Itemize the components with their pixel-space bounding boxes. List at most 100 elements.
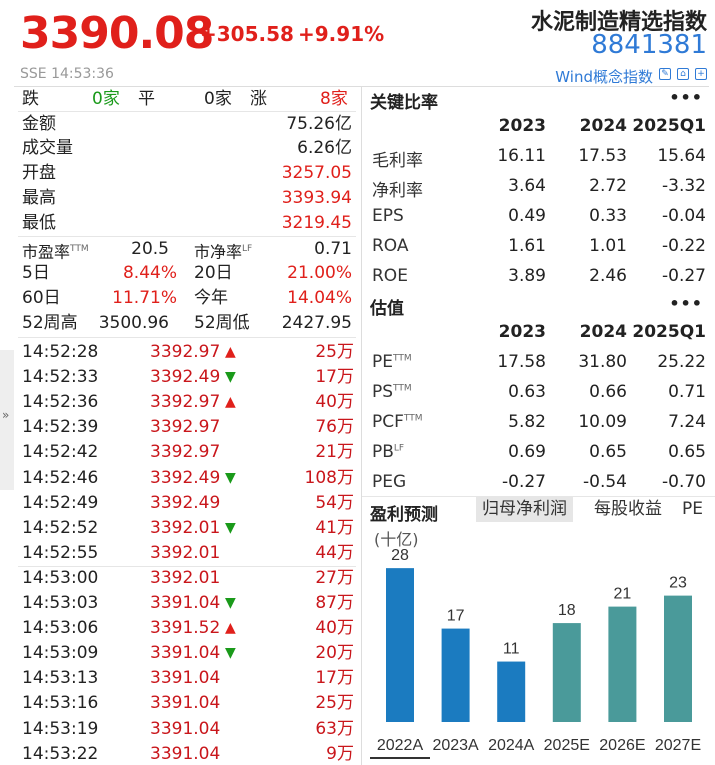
- w52-low-label: 52周低: [194, 313, 250, 333]
- divider: [18, 566, 356, 567]
- metric-label: 毛利率: [372, 151, 423, 171]
- bar-value-label: 11: [503, 641, 520, 658]
- column-header: 2024: [579, 322, 627, 342]
- d60-ytd-row: 60日 11.71% 今年 14.04%: [22, 286, 352, 311]
- valuation-more-icon[interactable]: •••: [669, 294, 703, 313]
- up-count: 8家: [320, 89, 348, 109]
- bar-2026E[interactable]: [608, 606, 637, 722]
- open-label: 开盘: [22, 163, 56, 183]
- d60-value: 11.71%: [112, 288, 177, 308]
- metric-value: 0.33: [589, 206, 627, 226]
- metric-value: -0.27: [662, 266, 706, 286]
- tick-row: 14:53:00 3392.01 27万: [22, 566, 354, 591]
- metric-value: 17.53: [578, 146, 627, 166]
- tick-row: 14:52:36 3392.97 ▲ 40万: [22, 390, 354, 415]
- x-tick-label: 2022A: [377, 737, 424, 754]
- metric-label: ROE: [372, 266, 408, 286]
- amount-label: 金额: [22, 114, 56, 134]
- next-section-edge: [370, 757, 430, 765]
- bar-2022A[interactable]: [386, 568, 414, 722]
- column-header: 2023: [498, 116, 546, 136]
- tick-time: 14:52:49: [22, 493, 99, 513]
- tick-price: 3392.49: [150, 493, 221, 513]
- exchange-time: SSE 14:53:36: [20, 66, 114, 82]
- price-change-percent: +9.91%: [298, 22, 385, 46]
- tick-volume: 63万: [315, 719, 354, 739]
- tick-volume: 20万: [315, 643, 354, 663]
- metric-value: -3.32: [662, 176, 706, 196]
- tick-volume: 44万: [315, 543, 354, 563]
- metric-value: 0.66: [589, 382, 627, 402]
- add-icon[interactable]: +: [695, 68, 707, 80]
- pe-value: 20.5: [131, 239, 169, 259]
- bar-value-label: 18: [558, 602, 576, 619]
- concept-index-link[interactable]: Wind概念指数: [555, 68, 653, 86]
- metric-value: -0.22: [662, 236, 706, 256]
- tick-price: 3391.04: [150, 593, 221, 613]
- tick-volume: 27万: [315, 568, 354, 588]
- divider: [18, 111, 356, 112]
- bar-2027E[interactable]: [664, 595, 692, 722]
- tick-price: 3392.01: [150, 518, 221, 538]
- tick-price: 3392.49: [150, 367, 221, 387]
- metric-value: -0.54: [583, 472, 627, 492]
- tick-row: 14:53:13 3391.04 17万: [22, 666, 354, 691]
- tick-row: 14:53:16 3391.04 25万: [22, 691, 354, 716]
- amount-row: 金额 75.26亿: [22, 112, 352, 137]
- low-row: 最低 3219.45: [22, 211, 352, 236]
- pe-pb-row: 市盈率TTM 20.5 市净率LF 0.71: [22, 237, 352, 262]
- tick-row: 14:52:52 3392.01 ▼ 41万: [22, 516, 354, 541]
- metric-value: 0.65: [589, 442, 627, 462]
- bar-2023A[interactable]: [441, 628, 470, 722]
- tick-volume: 76万: [315, 417, 354, 437]
- tab-pe[interactable]: PE: [682, 499, 703, 519]
- tab-net-profit[interactable]: 归母净利润: [476, 496, 573, 522]
- forecast-bar-chart: 28 2022A 17 2023A 11 2024A 18 2025E 21 2026E 23 202…: [377, 547, 701, 754]
- low-label: 最低: [22, 213, 56, 233]
- bar-2024A[interactable]: [497, 661, 526, 722]
- up-arrow-icon: ▲: [225, 344, 236, 360]
- divider: [18, 236, 356, 237]
- bell-icon[interactable]: ⌂: [677, 68, 689, 80]
- tab-eps[interactable]: 每股收益: [594, 499, 662, 519]
- tick-row: 14:52:55 3392.01 44万: [22, 541, 354, 566]
- ytd-value: 14.04%: [287, 288, 352, 308]
- bar-value-label: 28: [391, 547, 409, 564]
- expand-sidebar-handle[interactable]: »: [0, 350, 14, 490]
- metric-value: 3.64: [508, 176, 546, 196]
- bar-2025E[interactable]: [552, 623, 581, 722]
- down-count: 0家: [92, 89, 120, 109]
- metric-label: PSTTM: [372, 382, 412, 402]
- metric-value: 0.49: [508, 206, 546, 226]
- metric-value: 17.58: [497, 352, 546, 372]
- metric-value: 7.24: [668, 412, 706, 432]
- ratios-more-icon[interactable]: •••: [669, 88, 703, 107]
- w52-high-value: 3500.96: [98, 313, 169, 333]
- bar-value-label: 23: [669, 575, 687, 592]
- down-arrow-icon: ▼: [225, 470, 236, 486]
- metric-label: PCFTTM: [372, 412, 423, 432]
- x-tick-label: 2026E: [599, 737, 645, 754]
- metric-label: 净利率: [372, 181, 423, 201]
- index-code[interactable]: 8841381: [591, 30, 707, 60]
- index-name: 水泥制造精选指数: [530, 10, 707, 35]
- d5-value: 8.44%: [122, 263, 177, 283]
- tick-price: 3392.97: [150, 417, 221, 437]
- ytd-label: 今年: [194, 288, 228, 308]
- tick-time: 14:52:39: [22, 417, 99, 437]
- tick-row: 14:52:49 3392.49 54万: [22, 491, 354, 516]
- column-header: 2025Q1: [632, 116, 706, 136]
- tick-price: 3391.04: [150, 719, 221, 739]
- tick-time: 14:53:13: [22, 668, 99, 688]
- tick-time: 14:53:16: [22, 693, 99, 713]
- d5-label: 5日: [22, 263, 50, 283]
- valuation-title: 估值: [370, 299, 404, 319]
- tick-price: 3391.52: [150, 618, 221, 638]
- tick-row: 14:52:28 3392.97 ▲ 25万: [22, 340, 354, 365]
- tick-price: 3392.01: [150, 543, 221, 563]
- edit-icon[interactable]: ✎: [659, 68, 671, 80]
- tick-volume: 21万: [315, 442, 354, 462]
- metric-value: -0.27: [502, 472, 546, 492]
- price-change: +305.58: [200, 22, 294, 46]
- down-arrow-icon: ▼: [225, 520, 236, 536]
